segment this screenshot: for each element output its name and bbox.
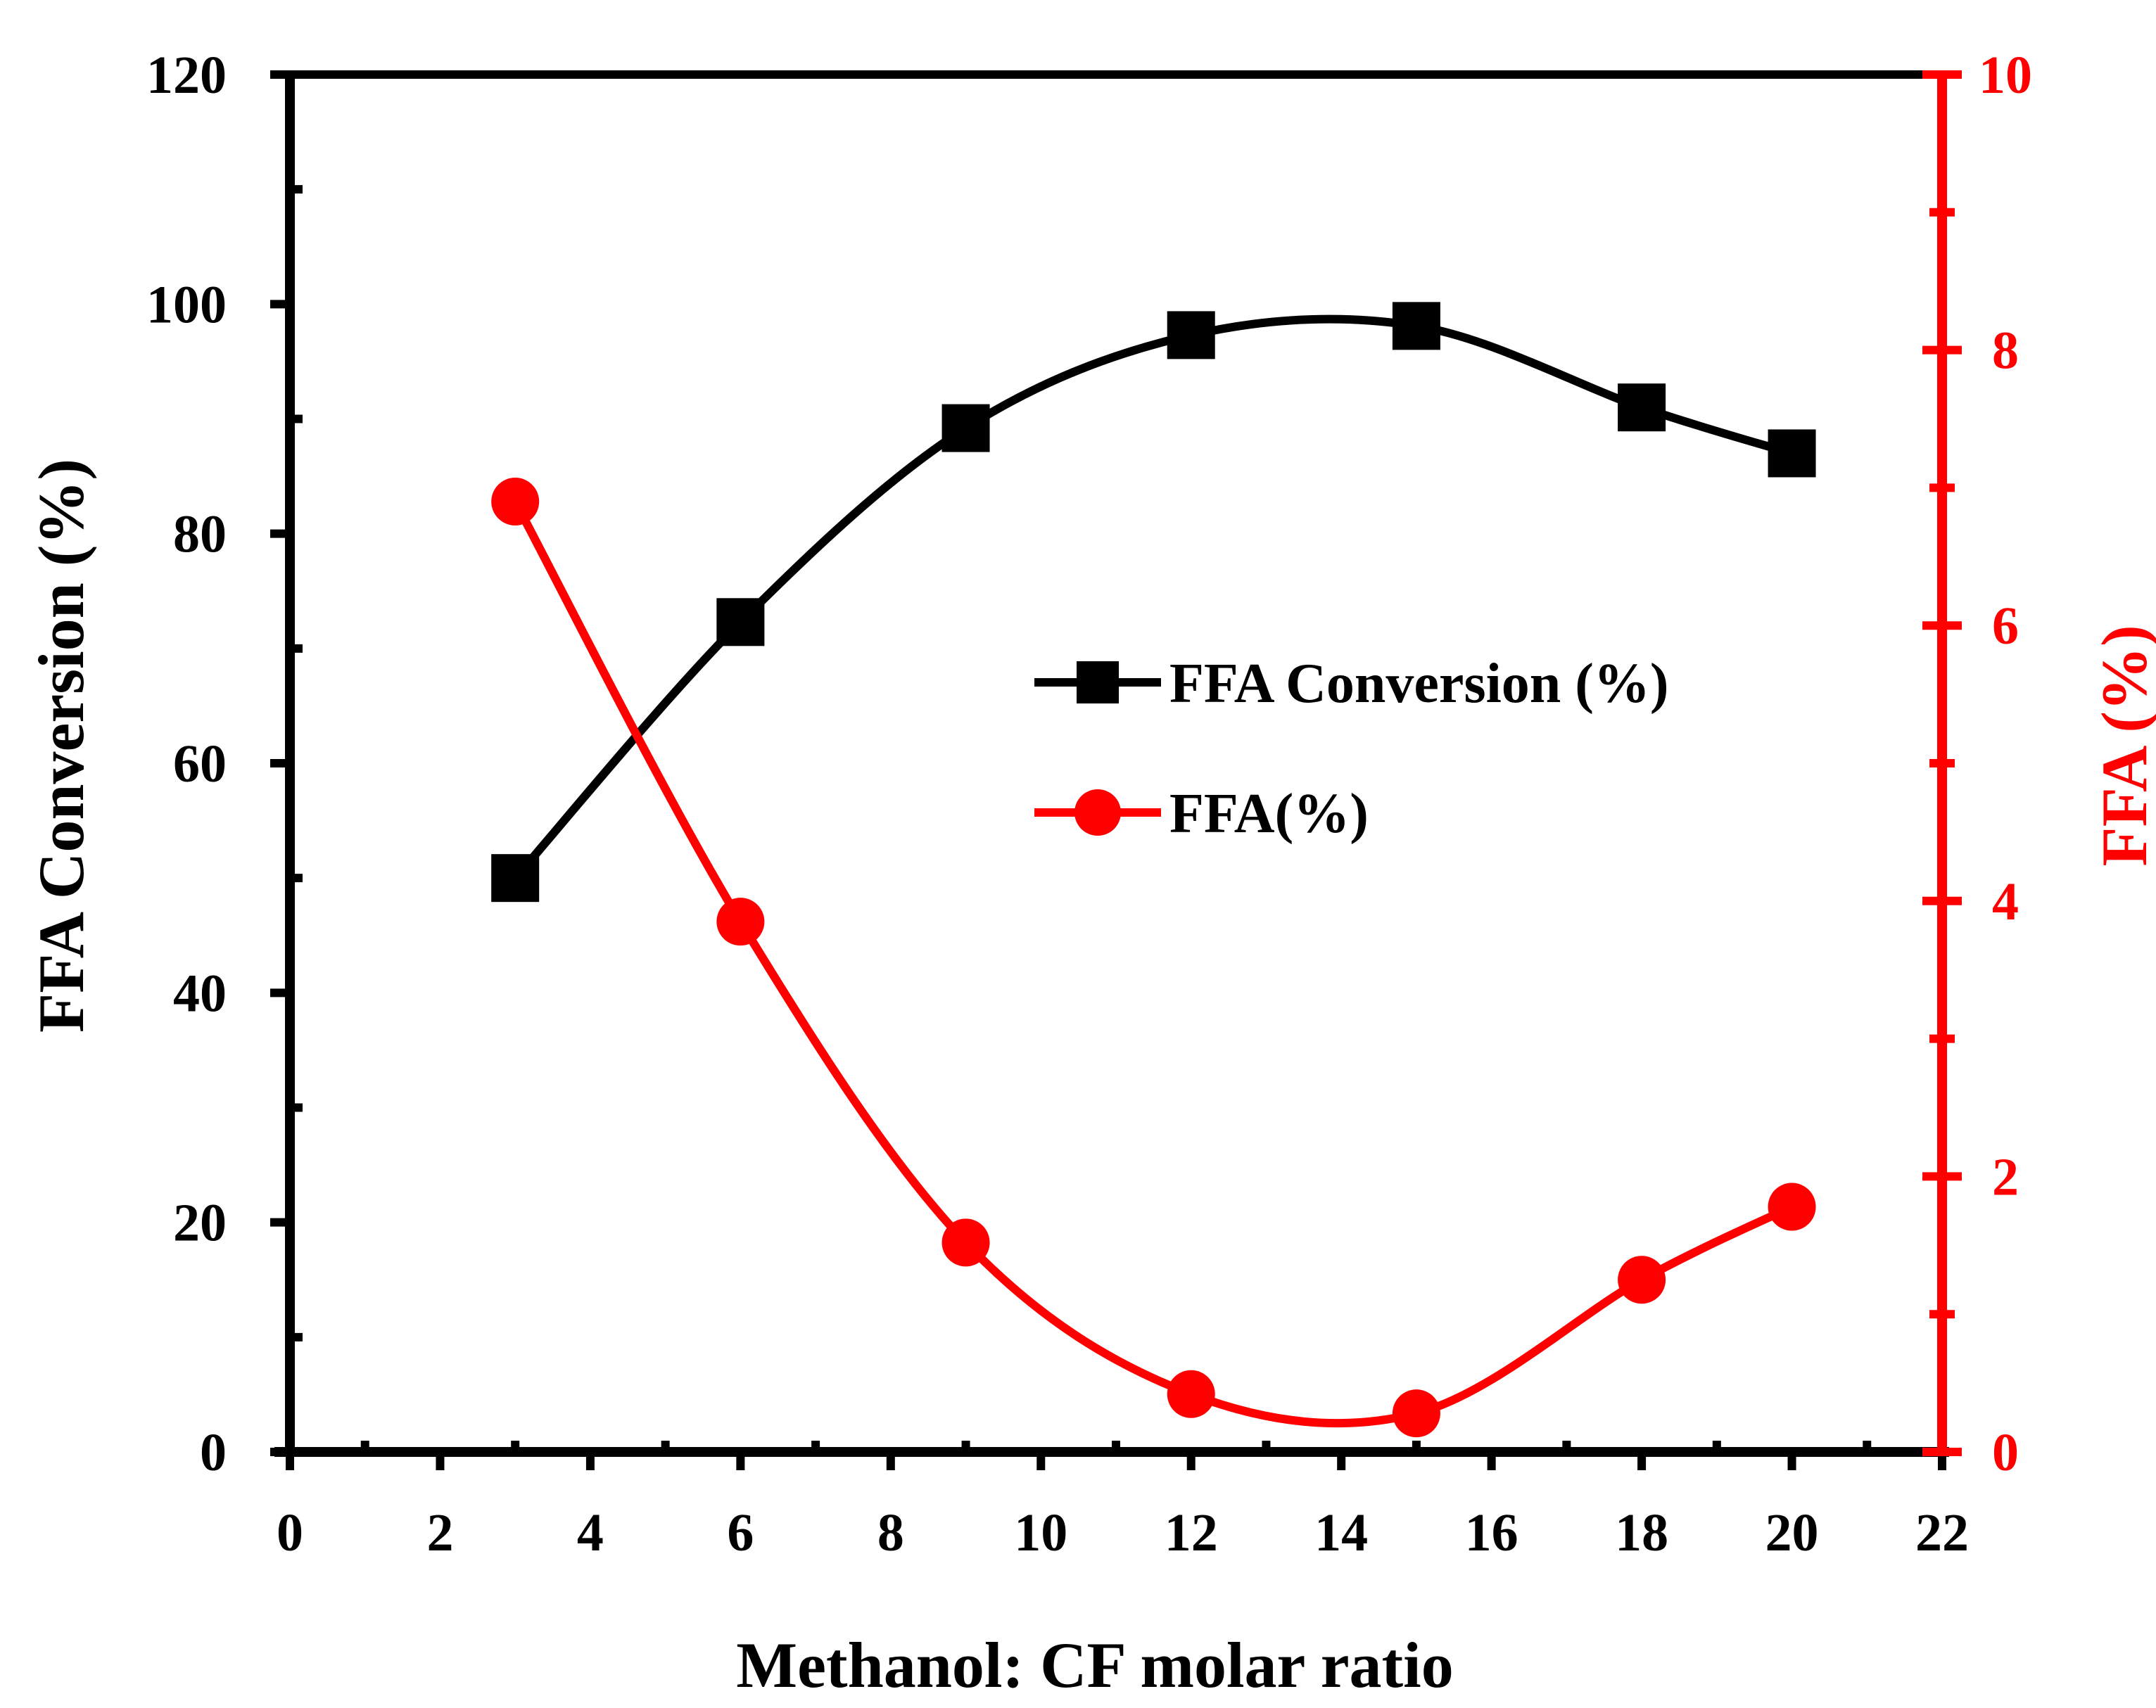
y2-tick-label: 2 (1992, 1147, 2019, 1206)
x-axis-ticks: 0 2 4 6 8 10 12 14 16 18 20 22 (277, 1441, 1969, 1562)
legend-label-conversion: FFA Conversion (%) (1169, 653, 1669, 715)
data-point-circle (1768, 1183, 1816, 1231)
data-point-square (941, 404, 990, 452)
x-axis-title: Methanol: CF molar ratio (736, 1629, 1453, 1701)
y-tick-label: 60 (173, 734, 227, 794)
x-tick-label: 4 (577, 1503, 604, 1562)
series-line-1 (511, 497, 1796, 1428)
x-tick-label: 8 (877, 1503, 904, 1562)
y-tick-label: 100 (146, 275, 227, 334)
legend: FFA Conversion (%) FFA(%) (1034, 653, 1669, 845)
x-tick-label: 14 (1314, 1503, 1368, 1562)
series-line-0 (511, 314, 1796, 883)
series-curves (511, 314, 1796, 1428)
left-y-axis-ticks: 0 20 40 60 80 100 120 (146, 46, 303, 1482)
series-markers (491, 302, 1816, 1438)
y2-tick-label: 6 (1992, 597, 2019, 656)
legend-label-ffa: FFA(%) (1169, 783, 1369, 845)
x-tick-label: 16 (1465, 1503, 1518, 1562)
data-point-square (1392, 302, 1440, 350)
y2-tick-label: 10 (1979, 46, 2032, 105)
data-point-square (1618, 383, 1666, 432)
x-tick-label: 6 (727, 1503, 754, 1562)
data-point-circle (491, 477, 540, 525)
y-tick-label: 20 (173, 1194, 227, 1253)
data-point-circle (716, 898, 765, 946)
y-tick-label: 80 (173, 505, 227, 564)
data-point-square (716, 598, 765, 646)
left-y-axis-title: FFA Conversion (%) (25, 459, 97, 1033)
data-point-circle (1392, 1389, 1440, 1438)
y2-tick-label: 0 (1992, 1423, 2019, 1482)
data-point-square (1768, 429, 1816, 478)
y2-tick-label: 4 (1992, 872, 2019, 931)
data-point-square (1167, 311, 1215, 359)
data-point-square (491, 854, 540, 903)
x-tick-label: 22 (1915, 1503, 1969, 1562)
x-tick-label: 12 (1165, 1503, 1218, 1562)
y-tick-label: 120 (146, 46, 227, 105)
data-point-circle (1618, 1256, 1666, 1304)
legend-marker-conversion (1077, 661, 1119, 703)
y2-tick-label: 8 (1992, 321, 2019, 381)
legend-marker-ffa (1074, 789, 1121, 836)
x-tick-label: 2 (426, 1503, 453, 1562)
right-y-axis-title: FFA (%) (2088, 625, 2156, 866)
x-tick-label: 10 (1014, 1503, 1067, 1562)
x-tick-label: 0 (277, 1503, 303, 1562)
data-point-circle (1167, 1370, 1215, 1418)
data-point-circle (941, 1218, 990, 1267)
y-tick-label: 40 (173, 964, 227, 1023)
x-tick-label: 20 (1765, 1503, 1819, 1562)
x-tick-label: 18 (1615, 1503, 1668, 1562)
right-y-axis-ticks: 0 2 4 6 8 10 (1922, 46, 2032, 1482)
y-tick-label: 0 (200, 1423, 227, 1482)
